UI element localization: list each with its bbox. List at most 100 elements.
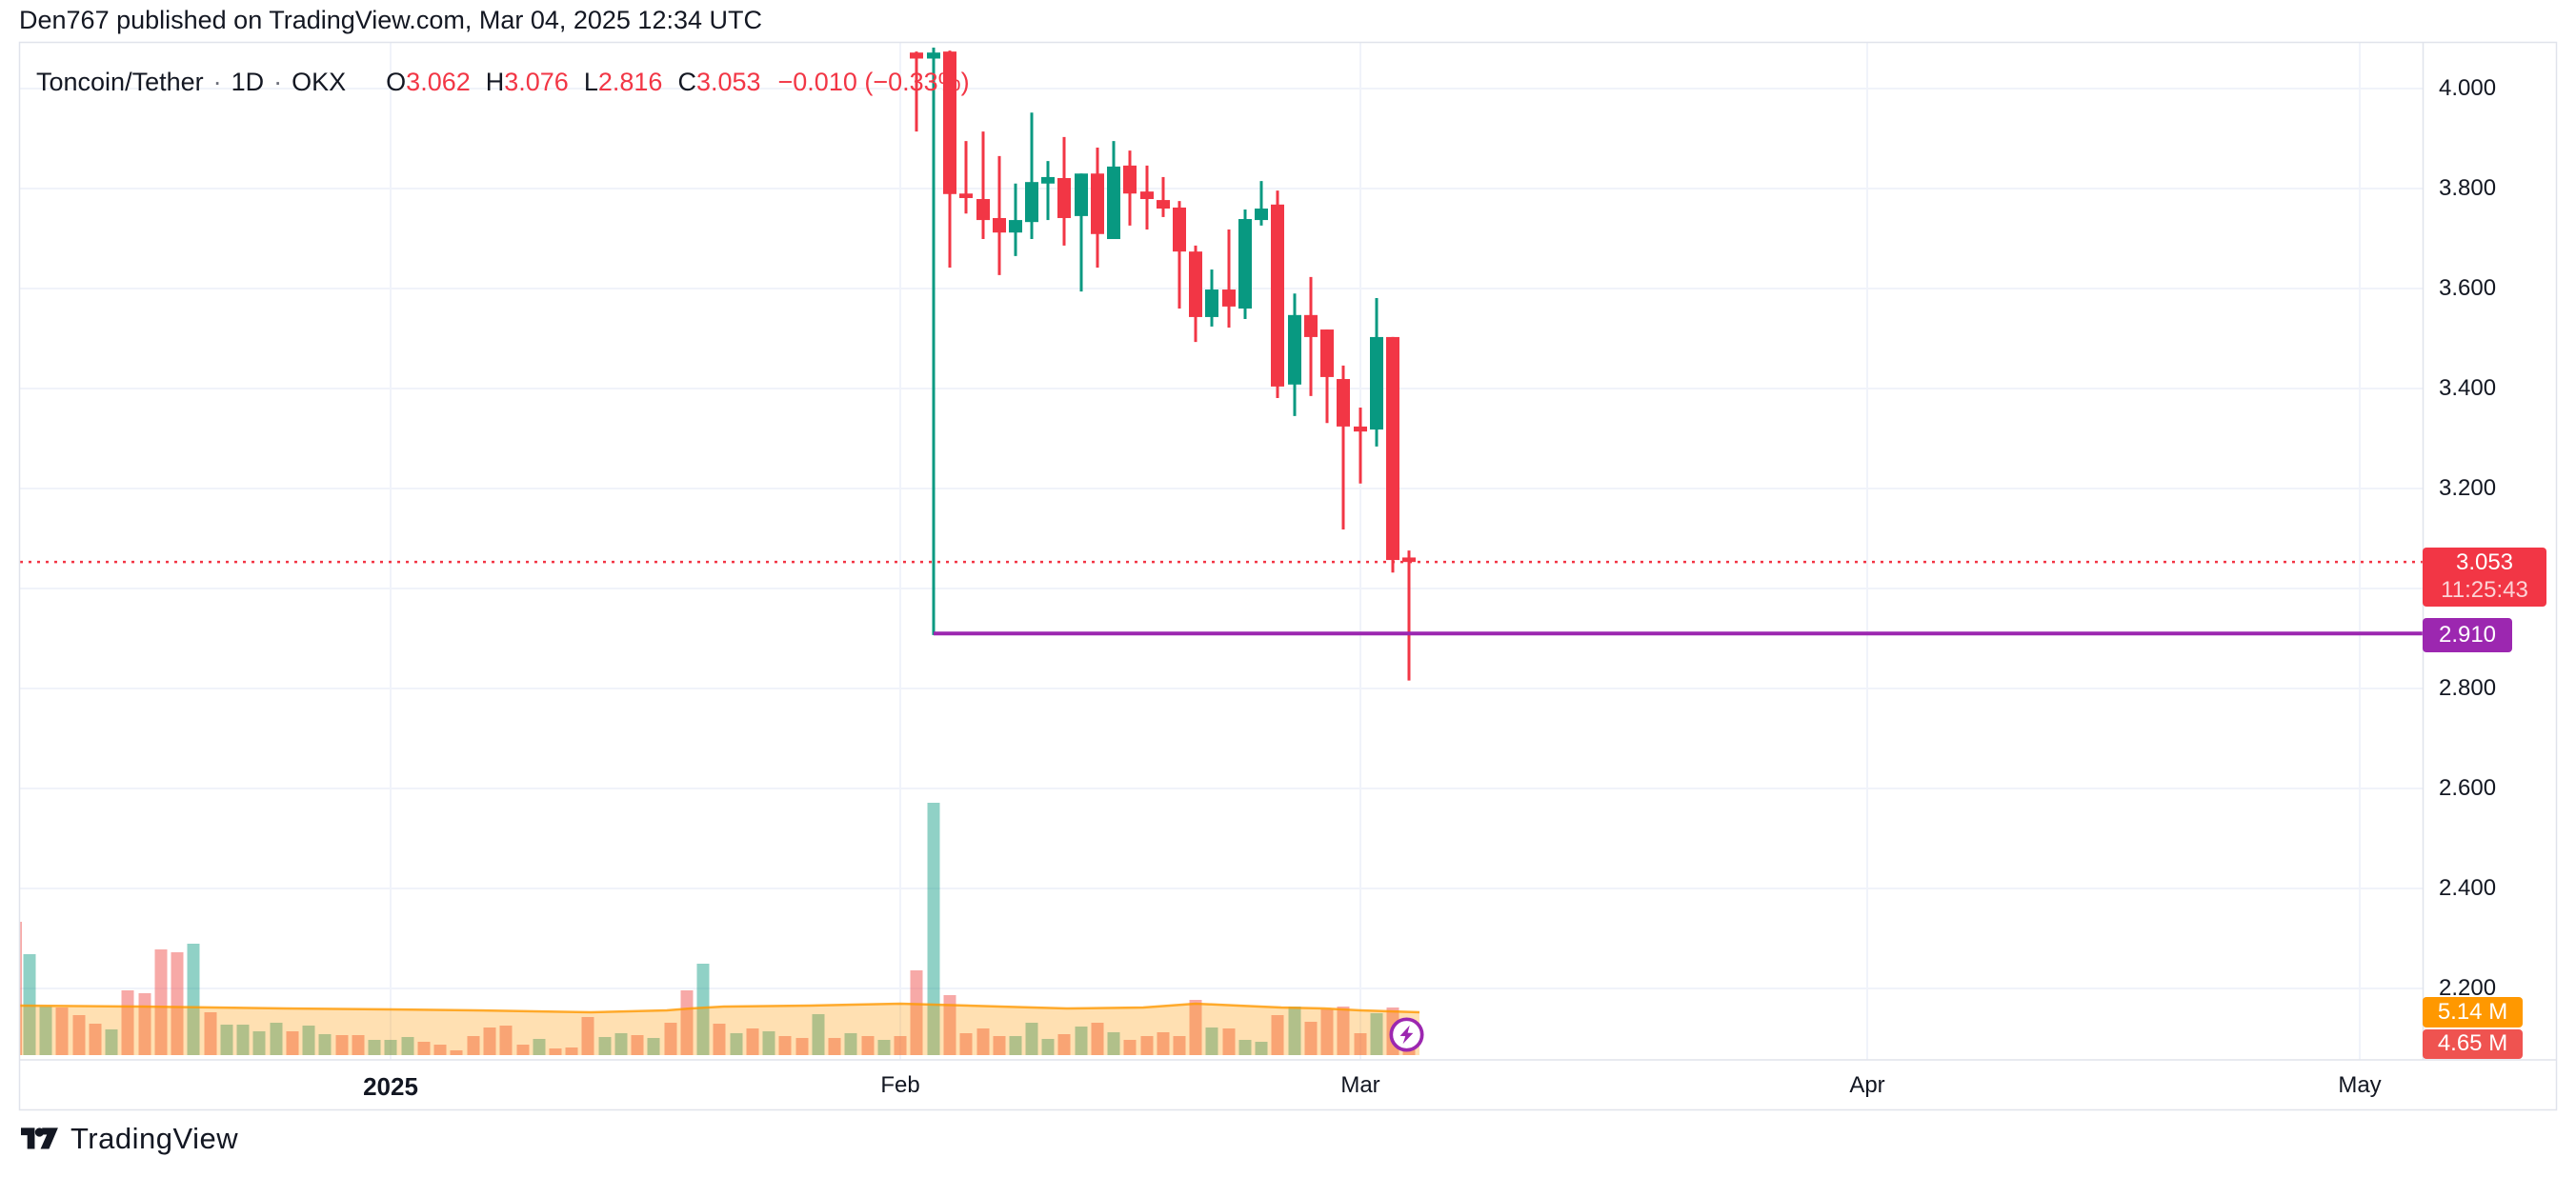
- volume-bar: [417, 1042, 431, 1055]
- close-label: C: [677, 68, 696, 96]
- low-value: 2.816: [597, 68, 663, 96]
- volume-bar: [270, 1023, 283, 1055]
- volume-bar: [1041, 1039, 1055, 1055]
- volume-bar: [154, 949, 168, 1055]
- candle-body: [1238, 219, 1252, 309]
- volume-bar: [1304, 1022, 1318, 1055]
- volume-bar: [499, 1026, 513, 1055]
- volume-bar: [187, 944, 200, 1055]
- volume-bar: [1288, 1007, 1301, 1055]
- volume-bar: [1238, 1040, 1252, 1055]
- volume-bar: [352, 1035, 365, 1055]
- volume-value: 4.65 M: [2437, 1030, 2508, 1057]
- chart-frame-border: [18, 41, 2558, 1111]
- volume-bar: [877, 1040, 891, 1055]
- high-label: H: [485, 68, 505, 96]
- volume-bar: [812, 1014, 825, 1055]
- candle-body: [927, 52, 940, 59]
- legend-separator: ·: [273, 68, 283, 96]
- candle-body: [1222, 289, 1236, 307]
- brand-name: TradingView: [70, 1122, 239, 1155]
- volume-bar: [39, 1007, 52, 1055]
- time-axis-label: 2025: [363, 1072, 418, 1101]
- candle-body: [943, 51, 956, 194]
- candle-body: [1271, 204, 1284, 387]
- bar-countdown: 11:25:43: [2441, 577, 2528, 603]
- candle-body: [1123, 165, 1137, 194]
- volume-bar: [368, 1040, 381, 1055]
- candle-body: [1320, 329, 1334, 377]
- volume-bar: [1157, 1032, 1170, 1055]
- volume-bar: [696, 964, 710, 1055]
- candle-body: [1173, 207, 1186, 252]
- volume-bar: [1075, 1027, 1088, 1055]
- volume-bar: [927, 803, 940, 1055]
- volume-bar: [894, 1036, 907, 1055]
- price-axis-label: 4.000: [2439, 75, 2497, 101]
- volume-bar: [302, 1026, 315, 1055]
- volume-bar: [318, 1034, 332, 1055]
- volume-bar: [105, 1029, 118, 1055]
- price-axis-label: 2.400: [2439, 875, 2497, 901]
- volume-bar: [1320, 1009, 1334, 1055]
- interval-label: 1D: [231, 68, 265, 96]
- open-label: O: [386, 68, 407, 96]
- volume-bar: [252, 1031, 266, 1055]
- volume-bar: [549, 1048, 562, 1055]
- volume-bar: [664, 1023, 677, 1055]
- candle-body: [1107, 166, 1120, 240]
- volume-bar: [1140, 1036, 1154, 1055]
- volume-bar: [730, 1033, 743, 1055]
- drawing-level-value: 2.910: [2438, 621, 2497, 648]
- volume-bar: [1173, 1036, 1186, 1055]
- volume-bar: [1107, 1032, 1120, 1055]
- volume-bar: [1025, 1023, 1038, 1055]
- volume-bar: [516, 1045, 530, 1055]
- exchange-label: OKX: [292, 68, 347, 96]
- open-value: 3.062: [406, 68, 471, 96]
- volume-bar: [1205, 1027, 1218, 1055]
- candle-body: [1189, 251, 1202, 317]
- price-axis-label: 3.400: [2439, 375, 2497, 401]
- candle-body: [1255, 209, 1268, 221]
- volume-bar: [1222, 1028, 1236, 1055]
- price-axis-label: 3.600: [2439, 275, 2497, 301]
- candle-body: [1140, 191, 1154, 200]
- price-axis-label: 3.800: [2439, 175, 2497, 201]
- volume-bar: [483, 1027, 496, 1055]
- brand-footer: TradingView: [21, 1122, 238, 1156]
- volume-bar: [844, 1033, 857, 1055]
- volume-bar: [401, 1037, 414, 1055]
- volume-bar: [993, 1036, 1006, 1055]
- tradingview-logo-icon: [21, 1127, 58, 1149]
- candle-body: [1402, 557, 1416, 563]
- volume-bar: [171, 952, 184, 1055]
- candle-body: [1041, 176, 1055, 184]
- volume-bar: [533, 1039, 546, 1055]
- boost-lightning-icon[interactable]: [1389, 1017, 1424, 1052]
- volume-bar: [72, 1015, 86, 1055]
- close-value: 3.053: [695, 68, 761, 96]
- volume-bar: [959, 1033, 973, 1055]
- time-axis-label: Mar: [1340, 1072, 1380, 1098]
- volume-bar: [762, 1031, 775, 1055]
- volume-bar: [713, 1024, 726, 1055]
- last-price-badge: 3.053 11:25:43: [2423, 548, 2546, 607]
- candle-body: [993, 217, 1006, 233]
- volume-ma-value: 5.14 M: [2437, 998, 2508, 1025]
- candle-body: [1091, 173, 1104, 234]
- volume-bar: [746, 1028, 759, 1055]
- low-label: L: [583, 68, 598, 96]
- volume-bar: [1271, 1015, 1284, 1055]
- candle-body: [1354, 426, 1367, 432]
- candle-body: [1057, 177, 1071, 218]
- volume-ma-area: [19, 1004, 1419, 1055]
- volume-bar: [220, 1025, 233, 1055]
- candle-body: [1009, 220, 1022, 233]
- candle-body: [1075, 173, 1088, 216]
- volume-bar: [1009, 1036, 1022, 1055]
- candle-body: [1205, 289, 1218, 317]
- candle-body: [1386, 336, 1399, 561]
- candle-body: [1304, 314, 1318, 337]
- volume-bar: [943, 995, 956, 1055]
